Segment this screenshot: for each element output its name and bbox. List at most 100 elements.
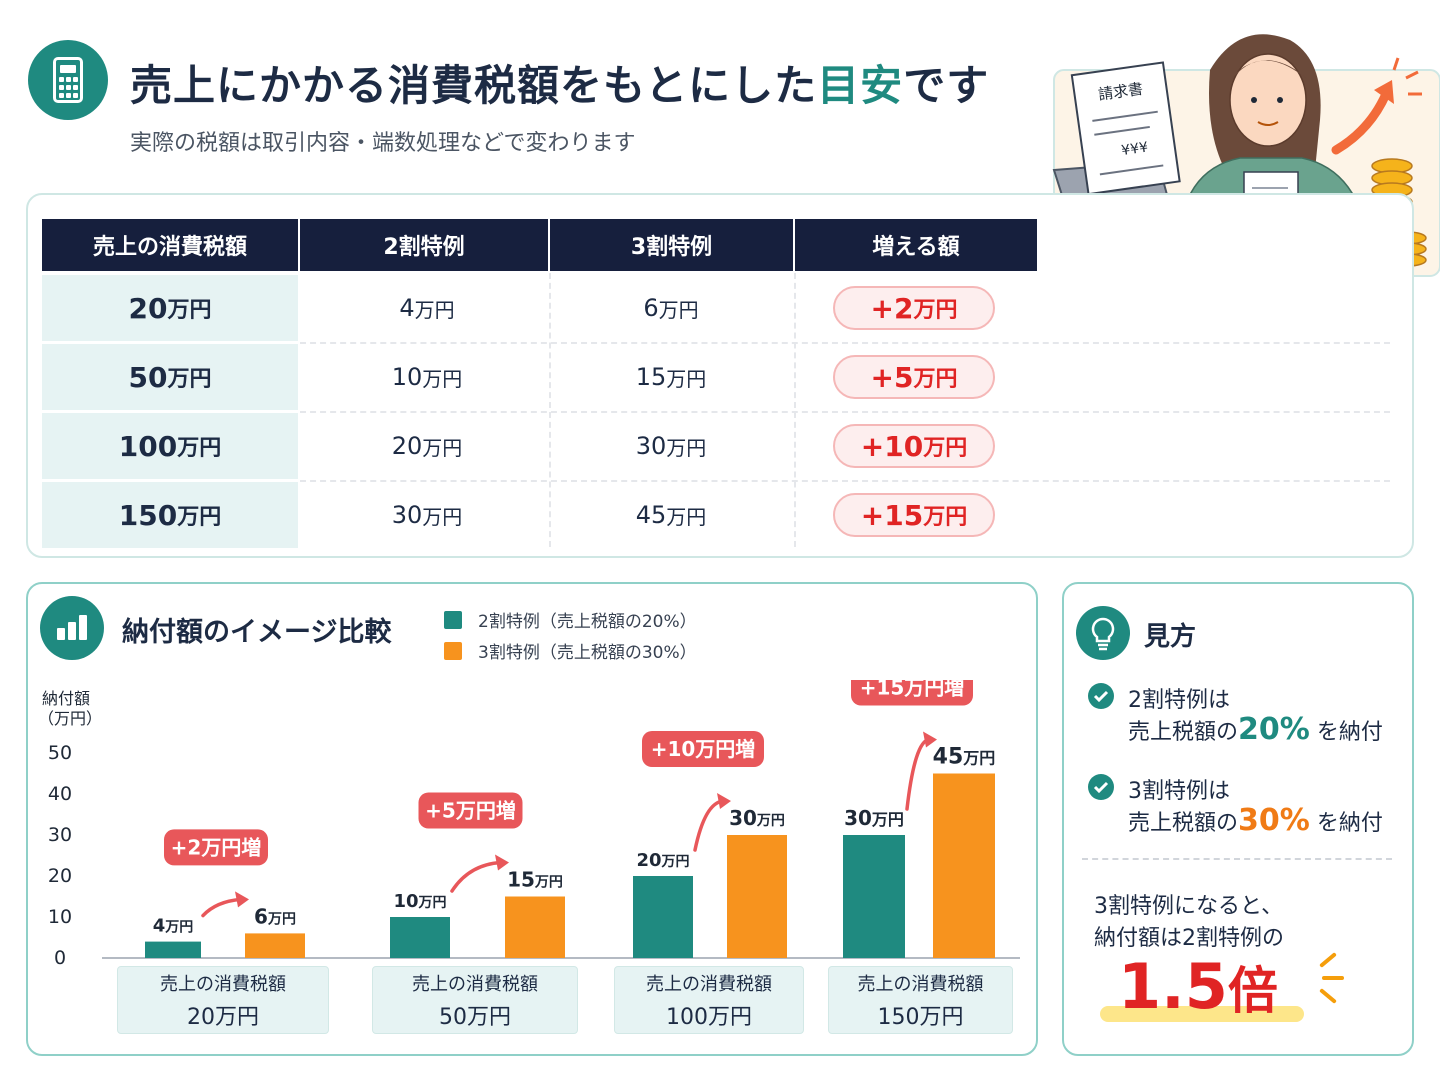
category-value: 150万円 bbox=[877, 1004, 964, 1030]
increase-badge: +10 万円 bbox=[833, 424, 995, 468]
legend-item-rate20: 2割特例（売上税額の20%） bbox=[444, 607, 697, 632]
data-label-rate20: 20万円 bbox=[636, 850, 689, 871]
data-label-rate20: 30万円 bbox=[844, 806, 904, 830]
unit-label: 万円 bbox=[666, 366, 707, 391]
unit-label: 万円 bbox=[913, 298, 958, 323]
y-tick-label: 20 bbox=[48, 865, 72, 887]
rate20-value: 10 bbox=[391, 363, 423, 391]
legend-label: 3割特例（売上税額の30%） bbox=[478, 643, 697, 663]
legend-label: 2割特例（売上税額の20%） bbox=[478, 612, 697, 632]
increase-badge-label: +2万円増 bbox=[171, 835, 262, 859]
category-prefix: 売上の消費税額 bbox=[646, 973, 772, 995]
read-item-pct: 30% bbox=[1238, 803, 1310, 838]
unit-label: 万円 bbox=[177, 505, 222, 530]
title-highlight: 目安 bbox=[817, 61, 904, 110]
rate30-value: 30 bbox=[635, 432, 667, 460]
bar-rate30 bbox=[727, 835, 787, 958]
unit-label: 万円 bbox=[666, 504, 707, 529]
increase-badge: +2 万円 bbox=[833, 286, 995, 330]
page-title: 売上にかかる消費税額をもとにした目安です bbox=[130, 52, 989, 113]
unit-label: 万円 bbox=[923, 436, 968, 461]
increase-arrow bbox=[693, 799, 725, 852]
table-cell-rate20: 4 万円 bbox=[352, 275, 502, 341]
bar-rate20 bbox=[145, 941, 201, 958]
table-cell-rate20: 30 万円 bbox=[352, 482, 502, 548]
y-tick-label: 10 bbox=[48, 906, 72, 928]
y-tick-label: 50 bbox=[48, 742, 72, 764]
title-end: です bbox=[903, 61, 990, 110]
increase-value: +5 bbox=[870, 360, 914, 394]
unit-label: 万円 bbox=[923, 505, 968, 530]
how-to-read-panel bbox=[1062, 582, 1414, 1056]
increase-badge: +5 万円 bbox=[833, 355, 995, 399]
category-value: 50万円 bbox=[439, 1004, 511, 1030]
data-label-rate30: 15万円 bbox=[507, 868, 563, 892]
data-label-rate30: 45万円 bbox=[933, 745, 996, 770]
bar-rate20 bbox=[633, 876, 693, 958]
rate20-value: 4 bbox=[399, 294, 415, 322]
category-label: 売上の消費税額 50万円 bbox=[372, 966, 578, 1034]
unit-label: 万円 bbox=[913, 367, 958, 392]
table-cell-rate20: 10 万円 bbox=[352, 344, 502, 410]
read-item-post: を納付 bbox=[1316, 720, 1383, 745]
check-icon bbox=[1088, 774, 1114, 800]
table-header-rate20: 2割特例 bbox=[300, 219, 548, 271]
increase-value: +10 bbox=[860, 429, 924, 463]
increase-arrow-head bbox=[495, 854, 509, 871]
y-tick-label: 30 bbox=[48, 824, 72, 846]
bar-rate30 bbox=[245, 933, 305, 958]
category-label: 売上の消費税額 150万円 bbox=[828, 966, 1013, 1034]
category-value: 20万円 bbox=[187, 1004, 259, 1030]
data-label-rate30: 30万円 bbox=[729, 806, 785, 830]
y-axis-title: 納付額 bbox=[42, 689, 90, 708]
legend-item-rate30: 3割特例（売上税額の30%） bbox=[444, 638, 697, 663]
title-main: 売上にかかる消費税額をもとにした bbox=[130, 61, 818, 110]
sales-tax-value: 150 bbox=[118, 498, 178, 532]
read-item-line2: 売上税額の20% を納付 bbox=[1128, 712, 1383, 747]
bar-rate20 bbox=[390, 917, 450, 958]
bar-chart: 納付額（万円） 0 10 20 30 40 50 4万円 6万円 +2万円増 10万円 15万円 +5万… bbox=[38, 680, 1020, 969]
category-prefix: 売上の消費税額 bbox=[160, 973, 286, 995]
category-value: 100万円 bbox=[666, 1004, 752, 1030]
bar-rate30 bbox=[933, 773, 995, 958]
increase-badge-bg bbox=[164, 829, 268, 866]
increase-badge-label: +10万円増 bbox=[651, 737, 756, 761]
check-icon bbox=[1088, 683, 1114, 709]
read-item-pre: 売上税額の bbox=[1128, 811, 1239, 836]
unit-label: 万円 bbox=[167, 298, 212, 323]
how-to-read-title: 見方 bbox=[1144, 622, 1197, 652]
read-item-line1: 2割特例は bbox=[1128, 688, 1230, 713]
upward-arrow-icon bbox=[1331, 57, 1422, 155]
table-cell-rate30: 45 万円 bbox=[596, 482, 746, 548]
legend-swatch-orange bbox=[444, 641, 462, 660]
legend-swatch-teal bbox=[444, 610, 462, 629]
bar-rate30 bbox=[505, 896, 565, 958]
chart-title: 納付額のイメージ比較 bbox=[122, 617, 392, 648]
unit-label: 万円 bbox=[422, 504, 463, 529]
table-cell-rate20: 20 万円 bbox=[352, 413, 502, 479]
divider bbox=[1082, 858, 1392, 860]
category-label: 売上の消費税額 100万円 bbox=[614, 966, 804, 1034]
lightbulb-icon bbox=[1076, 606, 1130, 660]
bar-chart-icon bbox=[40, 596, 104, 660]
ratio-highlight bbox=[1100, 1006, 1304, 1022]
row-divider bbox=[300, 411, 1390, 413]
increase-badge-bg bbox=[851, 680, 973, 706]
increase-arrow bbox=[450, 860, 503, 893]
unit-label: 万円 bbox=[422, 435, 463, 460]
unit-label: 万円 bbox=[414, 297, 455, 322]
increase-arrow bbox=[201, 897, 243, 918]
y-tick-label: 0 bbox=[54, 947, 66, 969]
summary-line1: 3割特例になると、 bbox=[1094, 894, 1284, 919]
table-cell-rate30: 6 万円 bbox=[596, 275, 746, 341]
increase-badge-label: +5万円増 bbox=[425, 799, 516, 823]
data-label-rate20: 10万円 bbox=[393, 891, 446, 912]
row-divider bbox=[300, 480, 1390, 482]
sales-tax-value: 20 bbox=[128, 291, 168, 325]
unit-label: 万円 bbox=[658, 297, 699, 322]
increase-arrow-head bbox=[717, 793, 731, 809]
read-item-pre: 売上税額の bbox=[1128, 720, 1239, 745]
ratio-value: 1.5倍 bbox=[1118, 950, 1278, 1023]
y-tick-label: 40 bbox=[48, 783, 72, 805]
invoice-amount: ¥¥¥ bbox=[1120, 139, 1149, 159]
